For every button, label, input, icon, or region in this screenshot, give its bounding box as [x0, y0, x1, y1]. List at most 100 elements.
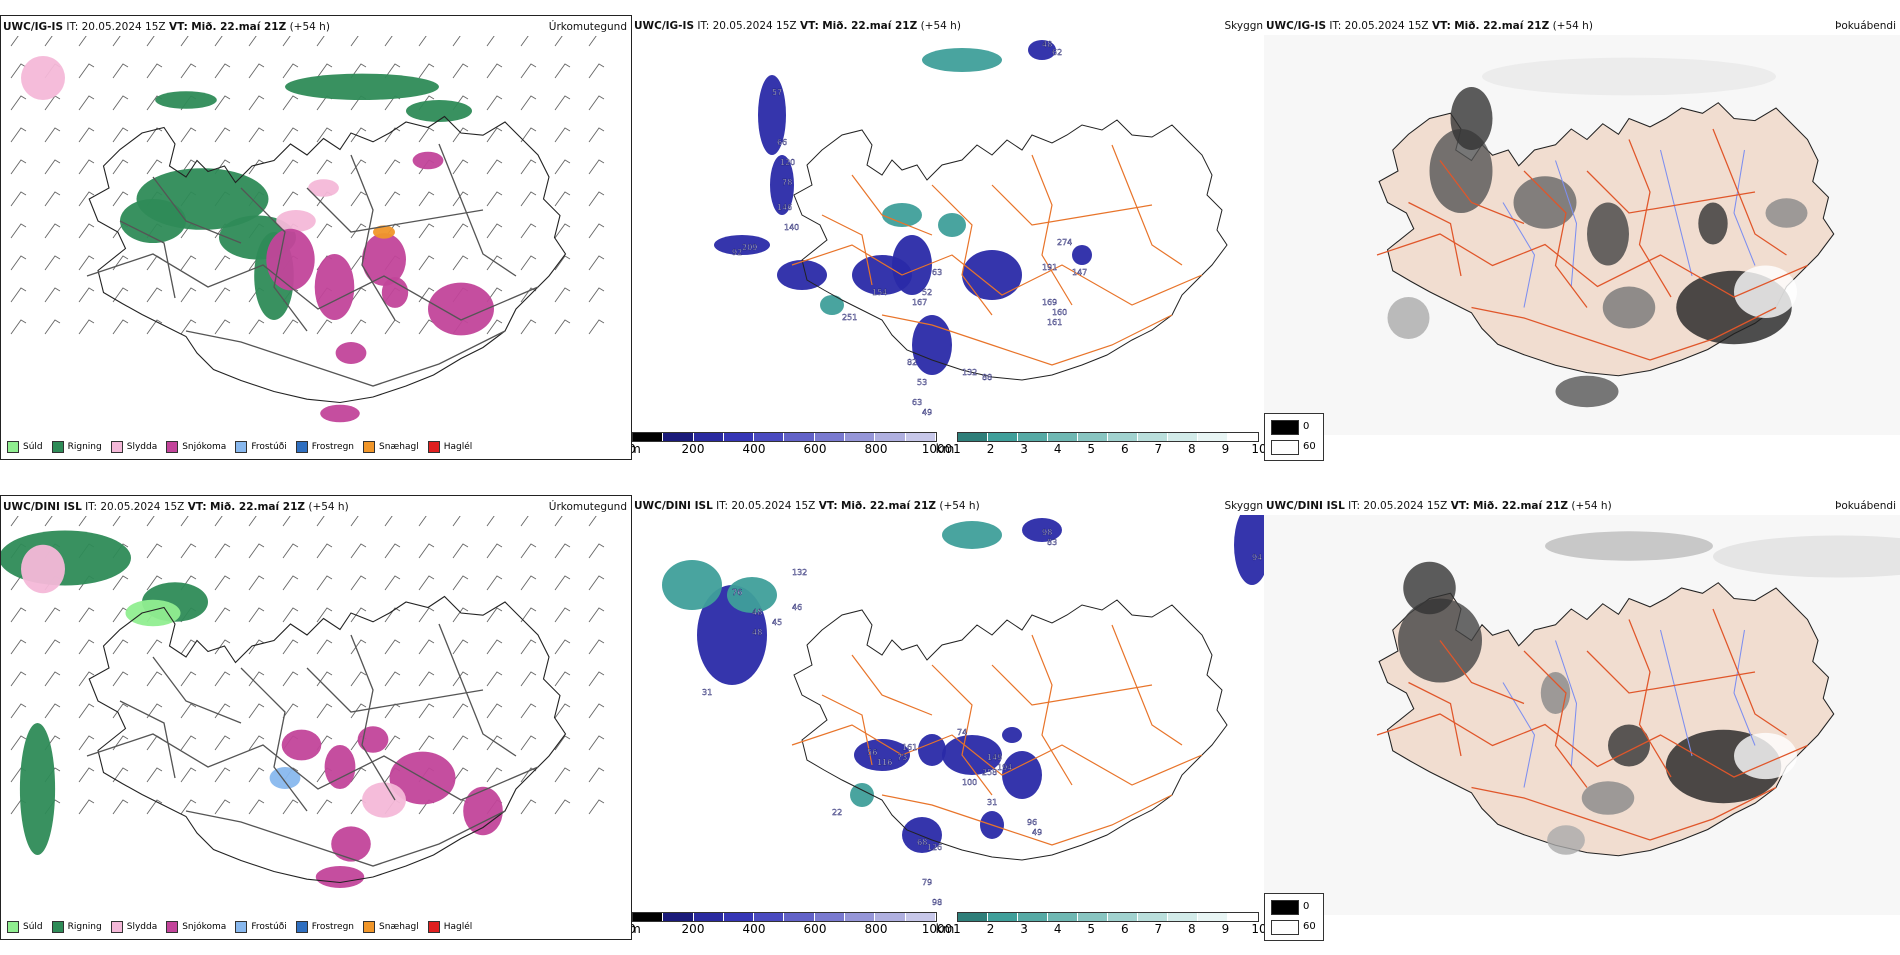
visibility-label: 56	[867, 748, 877, 757]
legend-item: Frostregn	[295, 441, 354, 453]
visibility-label: 92	[732, 248, 742, 257]
valid-time-label: VT:	[168, 21, 188, 33]
legend-swatch	[427, 921, 440, 933]
precip-legend: Súld Rigning Slydda Snjókoma Frostúði Frostre…	[7, 441, 472, 453]
model-name: UWC/IG-IS	[1266, 20, 1327, 32]
legend-label: Snæhagl	[379, 922, 419, 932]
colorbar-unit: km	[935, 922, 955, 936]
precip-legend: Súld Rigning Slydda Snjókoma Frostúði Frostre…	[7, 921, 472, 933]
legend-label: Snjókoma	[182, 442, 227, 452]
visibility-label: 161	[902, 743, 917, 752]
colorbar-tick: 3	[1020, 442, 1028, 456]
colorbar-tick: 4	[1053, 442, 1062, 456]
legend-label: Snjókoma	[182, 922, 227, 932]
fog-key-light-swatch	[1271, 920, 1299, 935]
legend-label: Rigning	[67, 442, 102, 452]
visibility-map: 9883947648454846132315611616173741491942…	[662, 515, 1264, 907]
colorbar-tick: 1000	[921, 442, 953, 456]
colorbar-tick: 2	[986, 442, 995, 456]
legend-swatch	[110, 441, 123, 453]
visibility-label: 258	[982, 768, 997, 777]
legend-item: Slydda	[110, 921, 158, 933]
init-time: IT: 20.05.2024 15Z	[1348, 500, 1448, 512]
init-time: IT: 20.05.2024 15Z	[66, 21, 166, 33]
visibility-label: 98	[932, 898, 942, 907]
visibility-label: 194	[997, 763, 1012, 772]
valid-time: Mið. 22.maí 21Z	[191, 21, 287, 33]
legend-item: Slydda	[110, 441, 158, 453]
lead-time: (+54 h)	[308, 501, 349, 513]
visibility-label: 274	[1057, 238, 1072, 247]
legend-item: Haglél	[427, 441, 472, 453]
colorbar-tick: 8	[1188, 442, 1196, 456]
colorbar-tick: 1	[953, 922, 961, 936]
model-name: UWC/DINI ISL	[1266, 500, 1345, 512]
precip-type-panel: UWC/IG-IS IT: 20.05.2024 15Z VT: Mið. 22…	[0, 15, 632, 460]
visibility-label: 31	[702, 688, 712, 697]
panel-header: UWC/IG-IS IT: 20.05.2024 15Z VT: Mið. 22…	[1266, 20, 1593, 32]
panel-title: Úrkomutegund	[548, 21, 627, 33]
colorbar-tick: 400	[742, 922, 766, 936]
fog-index-panel: UWC/IG-IS IT: 20.05.2024 15Z VT: Mið. 22…	[1264, 15, 1900, 460]
visibility-label: 116	[877, 758, 892, 767]
legend-swatch	[427, 441, 440, 453]
model-name: UWC/IG-IS	[634, 20, 695, 32]
colorbar-tick: 0	[632, 922, 636, 936]
legend-item: Rigning	[51, 921, 102, 933]
legend-item: Frostúði	[235, 441, 287, 453]
visibility-label: 100	[962, 778, 977, 787]
legend-label: Frostúði	[251, 442, 287, 452]
legend-item: Snæhagl	[363, 921, 419, 933]
visibility-label: 94	[1252, 553, 1262, 562]
visibility-label: 45	[772, 618, 782, 627]
legend-swatch	[166, 441, 179, 453]
legend-swatch	[166, 921, 179, 933]
precip-type-map	[10, 36, 605, 423]
visibility-label: 78	[782, 178, 792, 187]
colorbar-tick: 1000	[921, 922, 953, 936]
visibility-panel: UWC/IG-IS IT: 20.05.2024 15Z VT: Mið. 22…	[632, 15, 1264, 460]
colorbar-tick: 800	[864, 442, 888, 456]
forecast-row: UWC/IG-IS IT: 20.05.2024 15Z VT: Mið. 22…	[0, 15, 1900, 475]
fog-key-dark-swatch	[1271, 420, 1299, 435]
colorbar-tick: 7	[1154, 442, 1163, 456]
visibility-label: 251	[842, 313, 857, 322]
valid-time-label: VT:	[799, 20, 819, 32]
panel-title: Þokuábendi	[1835, 500, 1896, 512]
panel-title: Úrkomutegund	[548, 501, 627, 513]
visibility-label: 191	[1042, 263, 1057, 272]
valid-time: Mið. 22.maí 21Z	[840, 500, 936, 512]
panel-title: Skyggni	[1224, 20, 1265, 32]
fog-index-panel: UWC/DINI ISL IT: 20.05.2024 15Z VT: Mið.…	[1264, 495, 1900, 940]
forecast-row: UWC/DINI ISL IT: 20.05.2024 15Z VT: Mið.…	[0, 495, 1900, 955]
visibility-label: 48	[1042, 40, 1052, 49]
lead-time: (+54 h)	[920, 20, 961, 32]
colorbar-tick: 7	[1154, 922, 1163, 936]
visibility-label: 132	[962, 368, 977, 377]
legend-label: Slydda	[126, 442, 158, 452]
visibility-km-colorbar: km 1 2 3 4 5 6 7 8 9 10	[936, 432, 1264, 456]
legend-item: Snæhagl	[363, 441, 419, 453]
init-time: IT: 20.05.2024 15Z	[716, 500, 816, 512]
fog-key-light-label: 60	[1303, 441, 1316, 452]
legend-swatch	[295, 921, 308, 933]
colorbar-tick: 10	[1251, 442, 1264, 456]
colorbar-tick: 200	[681, 922, 705, 936]
visibility-label: 63	[912, 398, 922, 407]
colorbar-tick: 400	[742, 442, 766, 456]
visibility-label: 52	[922, 288, 932, 297]
legend-label: Slydda	[126, 922, 158, 932]
visibility-label: 48	[752, 608, 762, 617]
legend-swatch	[110, 921, 123, 933]
visibility-label: 53	[917, 378, 927, 387]
lead-time: (+54 h)	[939, 500, 980, 512]
colorbar-tick: 5	[1087, 922, 1096, 936]
init-time: IT: 20.05.2024 15Z	[85, 501, 185, 513]
visibility-label: 22	[832, 808, 842, 817]
colorbar-unit: km	[935, 442, 955, 456]
visibility-label: 126	[927, 843, 942, 852]
visibility-label: 83	[1047, 538, 1057, 547]
legend-label: Frostregn	[311, 922, 355, 932]
visibility-label: 147	[1072, 268, 1087, 277]
